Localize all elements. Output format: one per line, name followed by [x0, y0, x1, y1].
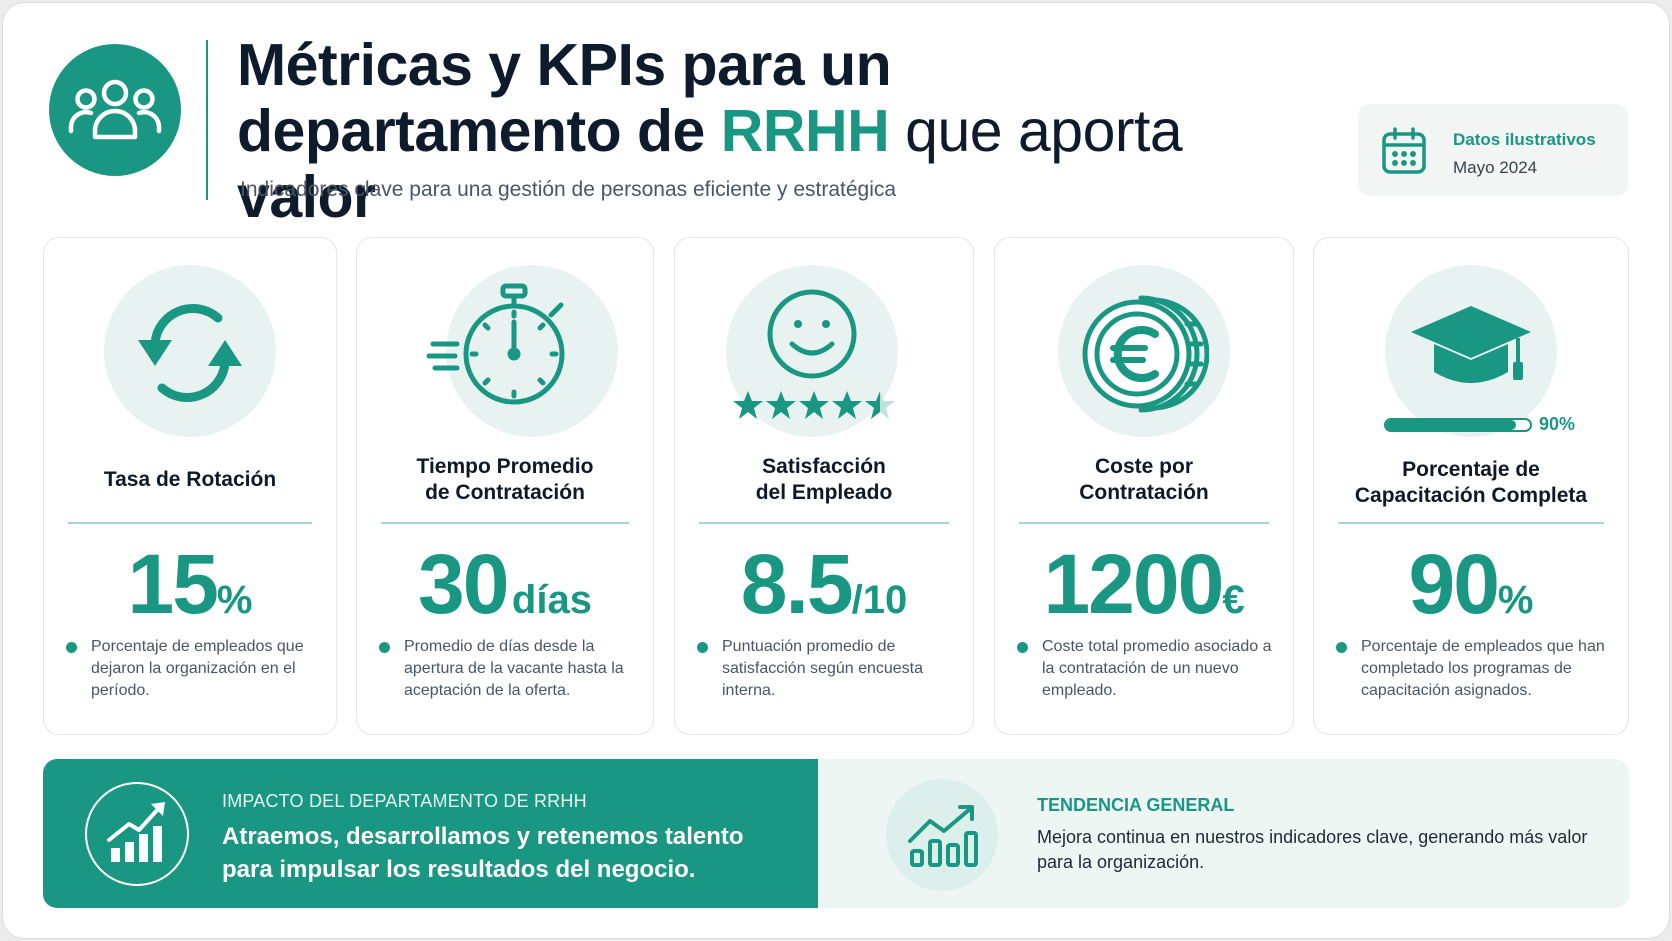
date-label: Datos ilustrativos	[1453, 130, 1596, 149]
bullet-dot	[379, 642, 390, 653]
graduation-cap-icon	[1411, 306, 1531, 383]
kpi-value: 15%	[127, 537, 253, 631]
star-icon	[832, 391, 863, 419]
kpi-name: Satisfacción del Empleado	[755, 455, 893, 504]
kpi-description: Puntuación promedio de satisfacción segú…	[722, 638, 924, 699]
date-value: Mayo 2024	[1453, 158, 1538, 177]
date-box: Datos ilustrativos Mayo 2024	[1358, 104, 1628, 196]
card-divider	[1019, 522, 1269, 524]
icon-background	[445, 265, 618, 437]
star-icon	[733, 391, 764, 419]
kpi-card-cost: Coste por Contratación 1200€ Coste total …	[994, 237, 1294, 735]
smiley-icon	[767, 289, 857, 379]
page-title: Métricas y KPIs para un departamento de …	[237, 32, 1317, 230]
star-icon	[799, 391, 830, 419]
growth-chart-icon	[85, 782, 189, 886]
bullet-dot	[66, 642, 77, 653]
progress-fill	[1386, 420, 1516, 430]
trend-text: Mejora continua en nuestros indicadores …	[1037, 827, 1588, 872]
half-star-icon	[865, 391, 881, 419]
team-icon	[49, 44, 181, 176]
kpi-value: 1200€	[1043, 537, 1245, 631]
kpi-card-satisfaction: Satisfacción del Empleado 8.5/10 Puntuaci…	[674, 237, 974, 735]
kpi-card-training: 90% Porcentaje de Capacitación Completa 9…	[1313, 237, 1629, 735]
kpi-description: Porcentaje de empleados que dejaron la o…	[91, 638, 304, 699]
title-line-1: Métricas y KPIs para un	[237, 32, 892, 98]
bullet-dot	[1336, 642, 1347, 653]
page-subtitle: Indicadores clave para una gestión de pe…	[240, 178, 897, 201]
card-divider	[381, 522, 629, 524]
kpi-description: Promedio de días desde la apertura de la…	[404, 638, 624, 699]
card-divider	[1338, 522, 1604, 524]
kpi-value: 30 días	[418, 537, 592, 631]
kpi-name: Porcentaje de Capacitación Completa	[1354, 458, 1588, 507]
kpi-name: Tasa de Rotación	[103, 468, 277, 491]
kpi-description: Porcentaje de empleados que han completa…	[1361, 638, 1605, 699]
icon-background	[104, 265, 276, 437]
title-suffix-light: que aporta	[905, 98, 1183, 164]
impact-headline: Atraemos, desarrollamos y retenemos tale…	[222, 823, 744, 883]
kpi-description: Coste total promedio asociado a la contr…	[1042, 638, 1272, 699]
kpi-card-rotation: Tasa de Rotación 15% Porcentaje de emple…	[43, 237, 337, 735]
trend-title: TENDENCIA GENERAL	[1037, 795, 1235, 815]
bullet-dot	[697, 642, 708, 653]
progress-label: 90%	[1539, 414, 1576, 434]
rotation-arrows-icon	[138, 304, 242, 402]
kpi-card-hiring-time: Tiempo Promedio de Contratación 30 días P…	[356, 237, 654, 735]
kpi-value: 8.5/10	[740, 537, 908, 631]
card-divider	[68, 522, 312, 524]
calendar-icon	[1382, 127, 1426, 174]
kpi-value: 90%	[1408, 537, 1534, 631]
bullet-dot	[1017, 642, 1028, 653]
stopwatch-icon	[426, 283, 565, 405]
star-icon	[766, 391, 797, 419]
kpi-name: Coste por Contratación	[1079, 455, 1209, 504]
title-line-2-prefix: departamento de	[237, 98, 705, 164]
euro-coin-icon	[1082, 295, 1209, 413]
rating-stars	[733, 391, 896, 419]
title-suffix-bold: valor	[237, 164, 376, 230]
impact-eyebrow: IMPACTO DEL DEPARTAMENTO DE RRHH	[222, 791, 587, 811]
title-accent: RRHH	[720, 98, 890, 164]
progress-track	[1384, 418, 1532, 432]
trend-chart-icon	[886, 779, 998, 891]
card-divider	[699, 522, 949, 524]
title-divider	[206, 40, 208, 200]
kpi-name: Tiempo Promedio de Contratación	[416, 455, 594, 504]
